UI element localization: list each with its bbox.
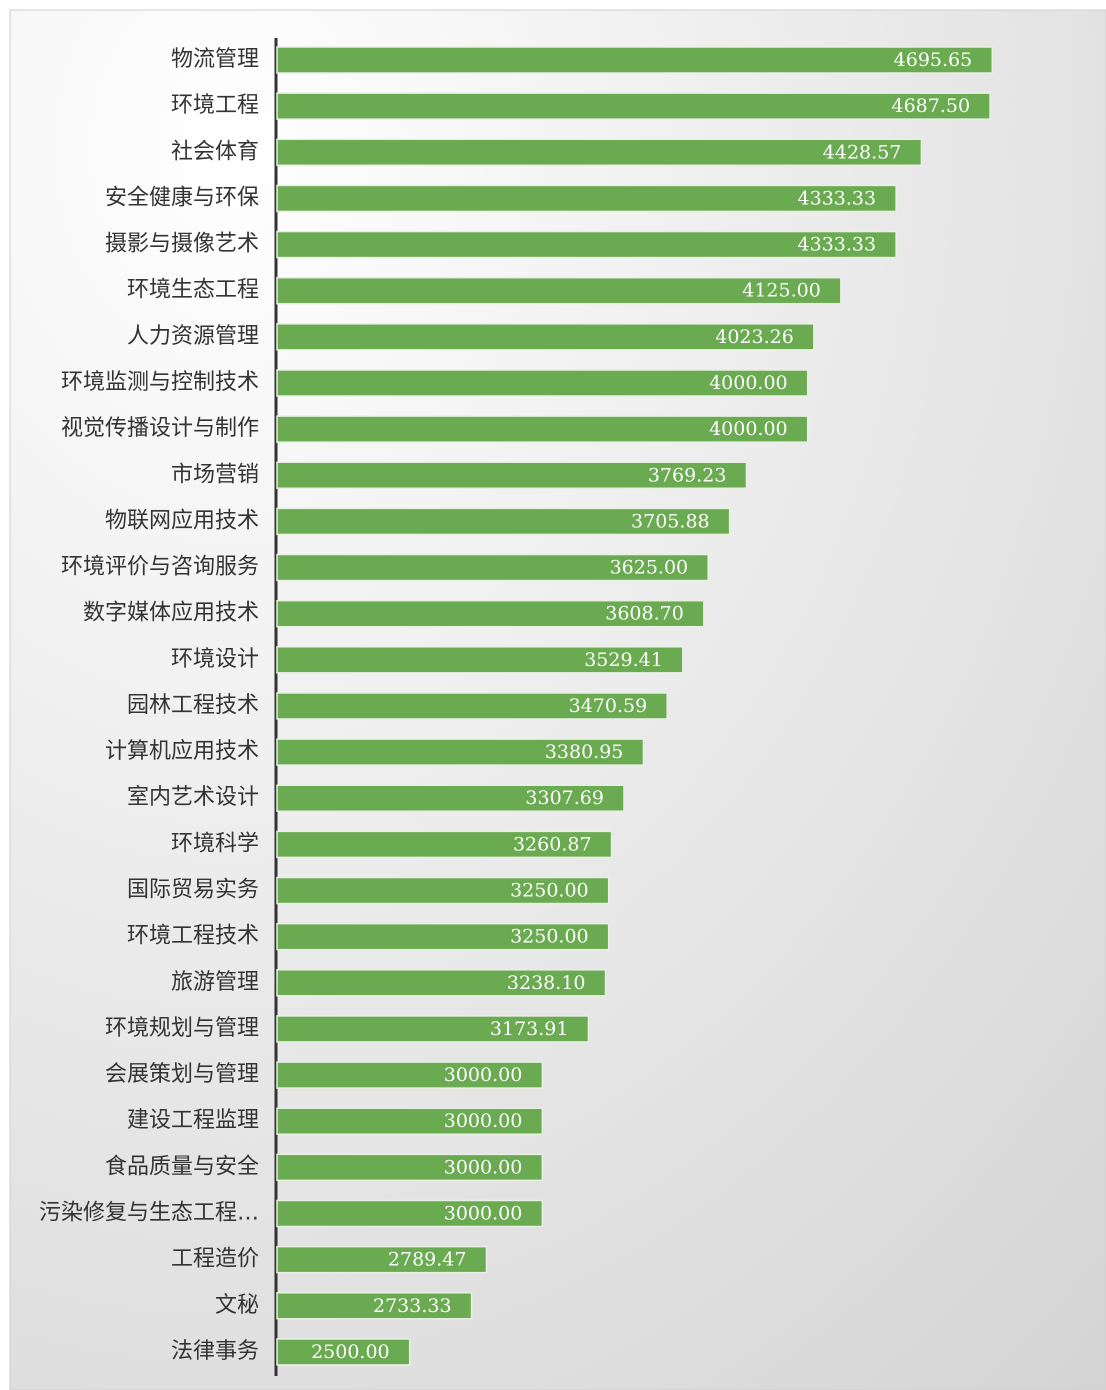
y-tick-label: 食品质量与安全 [105, 1154, 259, 1179]
data-label: 4428.57 [823, 141, 902, 163]
bar [276, 1199, 544, 1228]
data-label: 3238.10 [507, 972, 586, 994]
y-tick-label: 文秘 [215, 1293, 259, 1318]
data-label: 3000.00 [444, 1110, 523, 1132]
y-tick-label: 物流管理 [171, 47, 259, 72]
data-label: 3000.00 [444, 1156, 523, 1178]
data-label: 3470.59 [569, 695, 648, 717]
y-tick-label: 环境监测与控制技术 [61, 370, 259, 395]
bar [276, 830, 613, 859]
y-tick-label: 建设工程监理 [127, 1108, 259, 1133]
data-label: 4125.00 [742, 280, 821, 302]
data-label: 4333.33 [798, 187, 877, 209]
bar [276, 1153, 544, 1182]
y-tick-label: 环境工程技术 [127, 924, 259, 949]
y-tick-label: 社会体育 [171, 139, 259, 164]
y-tick-label: 安全健康与环保 [105, 185, 259, 210]
bar [276, 692, 668, 720]
data-label: 4695.65 [894, 49, 973, 71]
data-label: 4333.33 [798, 234, 877, 256]
data-label: 3250.00 [510, 880, 589, 902]
bar [276, 46, 993, 74]
bar [276, 369, 809, 397]
bar [276, 646, 684, 674]
data-label: 3000.00 [444, 1203, 523, 1225]
bar [276, 784, 625, 812]
bar [276, 323, 815, 351]
bar [276, 1107, 544, 1135]
data-label: 3250.00 [510, 926, 589, 948]
y-tick-label: 视觉传播设计与制作 [61, 416, 259, 441]
data-label: 2500.00 [311, 1341, 390, 1363]
y-tick-label: 摄影与摄像艺术 [105, 232, 259, 257]
data-label: 3625.00 [610, 557, 689, 579]
data-label: 3608.70 [605, 603, 684, 625]
data-label: 3529.41 [584, 649, 663, 671]
y-tick-label: 工程造价 [171, 1247, 259, 1272]
bar [276, 599, 705, 628]
y-tick-label: 环境设计 [171, 647, 259, 672]
data-label: 3769.23 [648, 464, 727, 486]
y-tick-label: 人力资源管理 [127, 324, 259, 349]
bar [276, 138, 923, 167]
y-tick-label: 国际贸易实务 [127, 878, 259, 903]
bar [276, 738, 645, 766]
bar [276, 507, 731, 536]
bar [276, 1245, 488, 1274]
bar [276, 969, 607, 997]
bar [276, 461, 748, 490]
data-label: 3260.87 [513, 833, 592, 855]
data-label: 2789.47 [388, 1249, 467, 1271]
y-tick-label: 会展策划与管理 [105, 1062, 259, 1087]
data-label: 4687.50 [892, 95, 971, 117]
y-tick-label: 环境科学 [171, 831, 259, 856]
data-label: 3000.00 [444, 1064, 523, 1086]
y-tick-label: 污染修复与生态工程… [39, 1201, 259, 1226]
data-label: 3705.88 [631, 510, 710, 532]
bar [276, 876, 610, 905]
bar [276, 230, 897, 259]
y-tick-label: 数字媒体应用技术 [83, 601, 259, 626]
bar [276, 92, 991, 120]
bar [276, 184, 897, 213]
y-tick-label: 环境工程 [171, 93, 259, 118]
bar [276, 415, 809, 443]
data-label: 4023.26 [715, 326, 794, 348]
y-tick-label: 环境生态工程 [127, 278, 259, 303]
y-tick-label: 环境规划与管理 [105, 1016, 259, 1041]
bar [276, 1338, 411, 1366]
data-label: 3173.91 [490, 1018, 569, 1040]
y-tick-label: 旅游管理 [171, 970, 259, 995]
data-label: 4000.00 [709, 372, 788, 394]
y-tick-label: 物联网应用技术 [105, 508, 259, 533]
data-label: 4000.00 [709, 418, 788, 440]
bar [276, 553, 709, 582]
y-tick-label: 环境评价与咨询服务 [61, 555, 259, 580]
bar [276, 276, 842, 305]
bar [276, 1015, 590, 1043]
bar [276, 1061, 544, 1089]
y-tick-label: 市场营销 [171, 462, 259, 487]
data-label: 3380.95 [545, 741, 624, 763]
data-label: 2733.33 [373, 1295, 452, 1317]
data-label: 3307.69 [525, 787, 604, 809]
y-tick-label: 法律事务 [171, 1339, 259, 1364]
bar [276, 922, 610, 951]
y-tick-label: 计算机应用技术 [105, 739, 259, 764]
y-tick-label: 园林工程技术 [127, 693, 259, 718]
y-tick-label: 室内艺术设计 [127, 785, 259, 810]
bar [276, 1292, 473, 1320]
